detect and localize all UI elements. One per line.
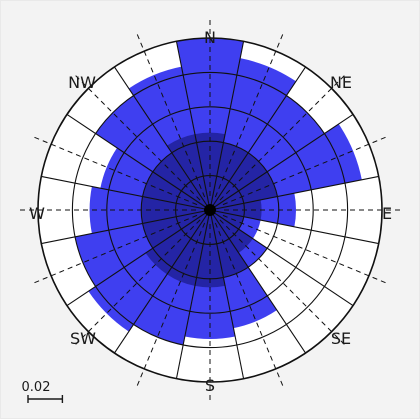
sector-nne-inner <box>210 142 249 210</box>
sector-center-dashed-line <box>214 222 284 386</box>
sector-center-dashed-line <box>136 34 206 198</box>
sector-wsw-inner <box>142 210 210 249</box>
sector-boundary-line <box>66 209 211 307</box>
direction-label-sw: SW <box>70 329 96 348</box>
sector-center-dashed-line <box>214 34 284 198</box>
direction-label-n: N <box>204 28 216 47</box>
sector-ssw-inner <box>167 210 210 286</box>
sector-boundary-line <box>209 209 245 379</box>
center-dot <box>204 204 216 216</box>
direction-label-nw: NW <box>68 73 96 92</box>
sector-s-inner <box>194 210 226 288</box>
direction-label-ne: NE <box>330 73 352 92</box>
sector-wnw-inner <box>142 171 210 210</box>
sector-center-dashed-line <box>222 136 386 206</box>
sector-sse-inner <box>210 210 249 278</box>
direction-label-e: E <box>382 204 392 223</box>
sector-center-dashed-line <box>222 214 386 284</box>
direction-labels: N NE E SE S SW W NW <box>29 28 392 395</box>
direction-label-se: SE <box>331 329 351 348</box>
grid-group <box>20 20 400 400</box>
sector-ese-inner <box>210 210 244 230</box>
sector-boundary-line <box>41 175 211 211</box>
grid-ring-4 <box>71 71 349 349</box>
sector-boundary-line <box>209 175 379 211</box>
sector-boundary-line <box>113 209 211 354</box>
sector-center-dashed-line <box>34 136 198 206</box>
sector-center-dashed-line <box>75 75 201 201</box>
sector-center-dashed-line <box>219 75 345 201</box>
sector-n-inner <box>194 132 226 210</box>
sector-boundary-line <box>175 209 211 379</box>
sector-center-dashed-line <box>136 222 206 386</box>
sector-center-dashed-line <box>75 219 201 345</box>
sector-ene-inner <box>210 171 278 210</box>
sector-boundary-line <box>209 209 379 245</box>
grid-ring-3 <box>106 106 314 314</box>
sector-boundary-line <box>113 66 211 211</box>
direction-label-w: W <box>29 204 45 223</box>
sector-nnw-inner <box>167 134 210 210</box>
sector-boundary-line <box>209 66 307 211</box>
sector-boundary-line <box>209 113 354 211</box>
sector-boundary-line <box>209 41 245 211</box>
sector-boundary-line <box>209 209 354 307</box>
sector-boundary-line <box>175 41 211 211</box>
sector-boundary-line <box>66 113 211 211</box>
sector-center-dashed-line <box>219 219 345 345</box>
direction-label-s: S <box>205 376 215 395</box>
scale-bar: 0.02 <box>22 380 64 403</box>
sector-center-dashed-line <box>34 214 198 284</box>
scale-bar-label: 0.02 <box>22 380 51 395</box>
sector-boundary-line <box>209 209 307 354</box>
sector-boundary-line <box>41 209 211 245</box>
